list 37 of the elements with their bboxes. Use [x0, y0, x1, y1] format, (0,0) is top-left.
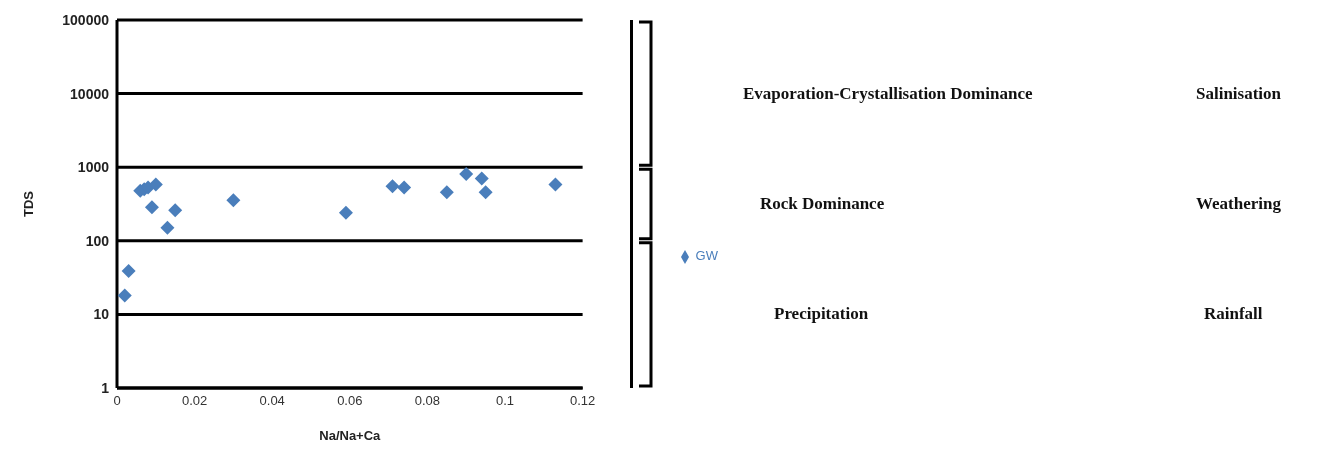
text: Rainfall	[1204, 304, 1263, 325]
y-axis-title: TDS	[20, 190, 36, 217]
point	[439, 185, 454, 200]
y-tick-label: 100	[85, 232, 110, 249]
x-tick-label: 0.04	[259, 393, 285, 409]
point	[548, 177, 563, 192]
point	[148, 177, 163, 192]
y-tick-label: 10000	[70, 85, 110, 102]
point	[121, 263, 136, 278]
x-tick-label: 0.08	[414, 393, 441, 409]
point	[385, 179, 400, 194]
y-tick-label: 1	[101, 379, 110, 396]
point	[160, 220, 175, 235]
point	[459, 166, 474, 181]
text: Rock Dominance	[760, 194, 885, 214]
point	[478, 185, 493, 200]
point	[144, 200, 159, 215]
point	[117, 288, 132, 303]
x-tick-label: 0.1	[495, 393, 515, 409]
y-tick-label: 1000	[77, 159, 110, 176]
y-tick-label: 100000	[62, 11, 110, 28]
legend-label: GW	[695, 248, 718, 263]
x-tick-label: 0.06	[337, 393, 363, 409]
point	[168, 203, 183, 218]
point	[226, 193, 241, 208]
text: Evaporation-Crystallisation Dominance	[743, 83, 1033, 104]
x-tick-label: 0.12	[569, 393, 596, 409]
point	[474, 171, 489, 186]
text: Weathering	[1196, 194, 1281, 214]
y-tick-label: 10	[93, 306, 110, 323]
text: Salinisation	[1196, 83, 1282, 104]
point	[338, 205, 353, 220]
x-tick-label: 0.02	[181, 393, 208, 409]
point	[397, 180, 412, 195]
text: Precipitation	[774, 304, 869, 325]
x-axis-title: Na/Na+Ca	[319, 428, 382, 443]
x-tick-label: 0	[113, 393, 121, 409]
